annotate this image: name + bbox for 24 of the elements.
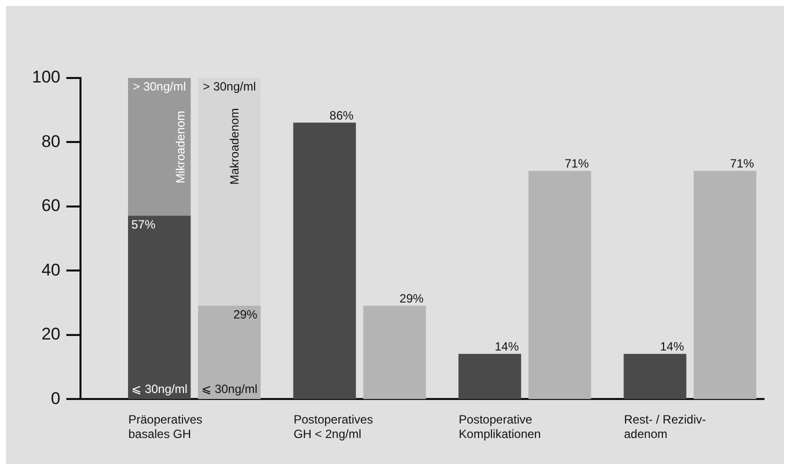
y-tick-label: 60 — [41, 196, 60, 216]
data-label: 14% — [494, 340, 520, 354]
data-label: 29% — [400, 291, 424, 306]
y-tick-label: 100 — [32, 68, 60, 87]
annotation: Makroadenom — [228, 108, 242, 185]
annotation: > 30ng/ml — [132, 79, 186, 94]
y-tick-label: 80 — [41, 132, 60, 151]
x-tick-label: Präoperatives basales GH — [128, 412, 202, 442]
x-tick-label: Postoperative Komplikationen — [458, 412, 541, 442]
data-label: 71% — [730, 156, 754, 170]
annotation: > 30ng/ml — [202, 79, 256, 94]
annotation: ⩽ 30ng/ml — [201, 382, 258, 396]
y-tick-label: 40 — [41, 260, 60, 280]
data-label: 14% — [660, 340, 684, 354]
annotation: ⩽ 30ng/ml — [131, 382, 188, 396]
annotation: Mikroadenom — [174, 110, 188, 184]
x-tick-label: Postoperatives GH < 2ng/ml — [294, 412, 373, 442]
data-label: 71% — [564, 156, 590, 170]
y-tick-label: 20 — [41, 324, 60, 344]
y-tick-label: 0 — [50, 388, 60, 408]
data-label: 57% — [131, 217, 156, 232]
data-label: 86% — [330, 108, 354, 122]
data-label: 29% — [233, 307, 258, 322]
x-tick-label: Rest- / Rezidiv- adenom — [624, 412, 706, 442]
